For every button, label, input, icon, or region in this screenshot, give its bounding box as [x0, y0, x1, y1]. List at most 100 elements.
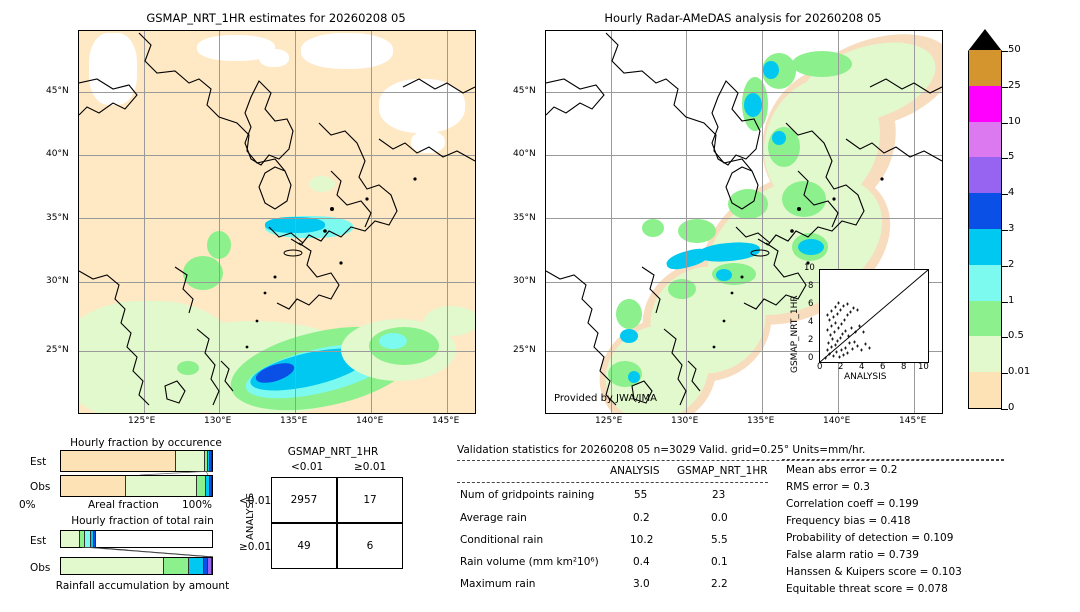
no-data-patch — [89, 33, 137, 105]
colorbar-tick-label: 3 — [1008, 223, 1015, 234]
scatter-inset[interactable]: GSMAP_NRT_1HR — [786, 263, 931, 385]
validation-col-header-analysis: ANALYSIS — [610, 465, 660, 477]
right-map[interactable]: Provided by JWA/JMA GSMAP_NRT_1HR — [545, 30, 943, 414]
scatter-ytick: 10 — [804, 263, 815, 273]
precip-region — [309, 176, 335, 192]
colorbar-tick-label: 10 — [1008, 115, 1021, 127]
no-data-patch — [411, 131, 445, 153]
gridline-lon — [762, 31, 763, 413]
left-ytick: 30°N — [46, 276, 69, 286]
gridline-lat — [79, 92, 475, 93]
amount-connector — [81, 547, 213, 557]
scatter-ytick: 4 — [808, 317, 814, 327]
occurrence-row-label-obs: Obs — [30, 481, 51, 493]
left-ytick: 45°N — [46, 86, 69, 96]
no-data-patch — [301, 33, 393, 69]
scatter-plot-area[interactable] — [819, 269, 929, 363]
colorbar-tick-label: 0.5 — [1008, 330, 1024, 342]
validation-row-analysis: 55 — [634, 489, 648, 501]
precip-region — [763, 61, 779, 79]
colorbar-tick-mark — [1001, 86, 1008, 88]
bar-segment — [80, 531, 85, 547]
occurrence-axis-mid: Areal fraction — [88, 499, 159, 511]
colorbar-segment — [969, 121, 1001, 158]
gridline-lat — [79, 218, 475, 219]
contingency-row-header-0: <0.01 — [239, 495, 272, 507]
contingency-col-group: GSMAP_NRT_1HR — [287, 446, 379, 458]
score-line: Equitable threat score = 0.078 — [786, 583, 948, 595]
colorbar-segment — [969, 264, 1001, 301]
validation-row-label: Num of gridpoints raining — [460, 489, 595, 501]
contingency-cell-false-alarm: 17 — [337, 477, 403, 523]
right-xtick: 130°E — [671, 416, 699, 426]
bar-segment — [126, 476, 198, 496]
precip-region — [798, 239, 824, 255]
precip-region — [177, 361, 199, 375]
contingency-row-header-1: ≥0.01 — [239, 541, 272, 553]
precip-region — [369, 327, 439, 365]
score-line: Hanssen & Kuipers score = 0.103 — [786, 566, 962, 578]
colorbar-tick-mark — [1001, 373, 1008, 375]
gridline-lat — [79, 155, 475, 156]
colorbar-tick-mark — [1001, 301, 1008, 303]
occurrence-axis-right: 100% — [182, 499, 213, 511]
contingency-cell-hit: 6 — [337, 523, 403, 569]
colorbar-tick-mark — [1001, 409, 1008, 410]
bar-segment — [61, 451, 176, 471]
amount-chart-title: Hourly fraction of total rain — [71, 515, 214, 527]
precip-region — [782, 181, 826, 217]
validation-row-label: Conditional rain — [460, 534, 544, 546]
gridline-lat — [546, 218, 942, 219]
validation-row-label: Maximum rain — [460, 578, 536, 590]
colorbar-tick-label: 25 — [1008, 79, 1021, 91]
colorbar-tick-mark — [1001, 51, 1008, 52]
gridline-lon — [219, 31, 220, 413]
gridline-lon — [686, 31, 687, 413]
validation-row-gsmap: 23 — [712, 489, 726, 501]
validation-rule-mid — [457, 482, 768, 483]
left-ytick: 40°N — [46, 149, 69, 159]
bar-segment — [204, 558, 209, 574]
no-data-patch — [259, 49, 289, 67]
right-ytick: 35°N — [513, 213, 536, 223]
colorbar-tick-label: 4 — [1008, 187, 1015, 199]
score-line: Correlation coeff = 0.199 — [786, 498, 919, 510]
validation-row-analysis: 3.0 — [633, 578, 650, 590]
precip-region — [716, 269, 732, 281]
colorbar-tick-label: 50 — [1008, 44, 1021, 55]
gridline-lon — [914, 31, 915, 413]
map-attribution: Provided by JWA/JMA — [554, 393, 657, 404]
validation-rule-right — [782, 459, 1004, 460]
occurrence-bar-est — [60, 450, 213, 472]
right-ytick: 40°N — [513, 149, 536, 159]
validation-row-gsmap: 0.0 — [711, 512, 728, 524]
colorbar-tick-label: 5 — [1008, 151, 1015, 163]
left-panel-title: GSMAP_NRT_1HR estimates for 20260208 05 — [146, 11, 406, 25]
no-data-patch — [379, 79, 465, 133]
validation-row-analysis: 0.4 — [633, 556, 650, 568]
colorbar-tick-mark — [1001, 337, 1008, 339]
precip-region — [668, 279, 696, 299]
contingency-cell-miss: 49 — [271, 523, 337, 569]
left-map[interactable] — [78, 30, 476, 414]
colorbar-tick-mark — [1001, 158, 1008, 160]
amount-row-label-obs: Obs — [30, 562, 51, 574]
precip-region — [792, 51, 852, 77]
right-xtick: 135°E — [747, 416, 775, 426]
scatter-xtick: 4 — [859, 362, 865, 372]
left-ytick: 35°N — [46, 213, 69, 223]
precip-region — [628, 371, 640, 383]
bar-segment — [61, 531, 81, 547]
scatter-xtick: 0 — [817, 362, 823, 372]
precip-region — [379, 333, 407, 349]
score-line: Frequency bias = 0.418 — [786, 515, 911, 527]
colorbar-segment — [969, 229, 1001, 265]
left-xtick: 145°E — [432, 416, 460, 426]
precip-region — [642, 219, 664, 237]
bar-segment — [197, 476, 206, 496]
contingency-col-header-0: <0.01 — [291, 461, 324, 473]
coastline-overlay — [546, 32, 942, 406]
amount-bar-est — [60, 530, 213, 548]
contingency-col-header-1: ≥0.01 — [354, 461, 387, 473]
precip-region — [678, 219, 716, 243]
